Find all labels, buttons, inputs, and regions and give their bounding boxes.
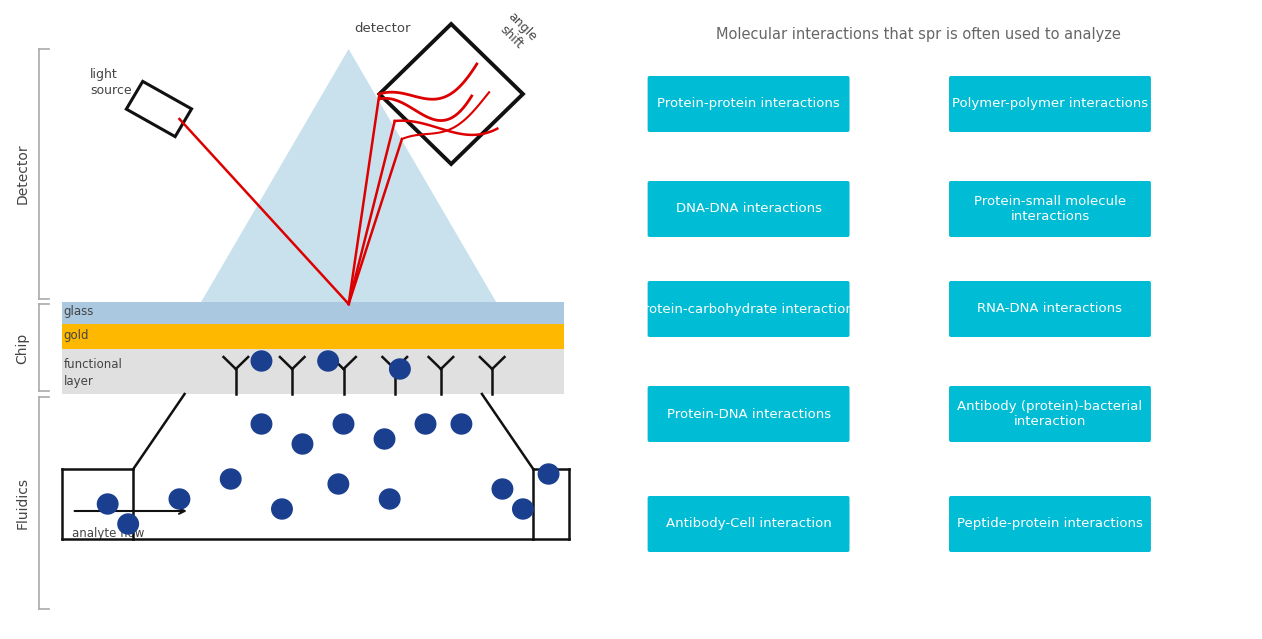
Polygon shape	[126, 81, 192, 137]
Circle shape	[293, 434, 313, 454]
FancyBboxPatch shape	[949, 386, 1151, 442]
Circle shape	[380, 489, 400, 509]
Circle shape	[169, 489, 189, 509]
Text: light: light	[91, 68, 117, 81]
Circle shape	[492, 479, 512, 499]
Text: layer: layer	[63, 374, 93, 387]
FancyBboxPatch shape	[949, 181, 1151, 237]
Circle shape	[539, 464, 559, 484]
Polygon shape	[380, 24, 522, 164]
Circle shape	[318, 351, 338, 371]
Text: glass: glass	[63, 305, 93, 318]
Text: Polymer-polymer interactions: Polymer-polymer interactions	[952, 98, 1148, 111]
FancyBboxPatch shape	[647, 496, 849, 552]
Circle shape	[251, 414, 271, 434]
Text: Detector: Detector	[15, 144, 29, 204]
FancyBboxPatch shape	[647, 386, 849, 442]
Text: RNA-DNA interactions: RNA-DNA interactions	[978, 302, 1122, 316]
Text: DNA-DNA interactions: DNA-DNA interactions	[675, 203, 822, 215]
Circle shape	[328, 474, 348, 494]
Text: Protein-protein interactions: Protein-protein interactions	[658, 98, 840, 111]
Text: Antibody-Cell interaction: Antibody-Cell interaction	[665, 518, 832, 530]
Bar	[62, 302, 564, 324]
FancyBboxPatch shape	[647, 76, 849, 132]
Text: Chip: Chip	[15, 332, 29, 364]
FancyBboxPatch shape	[949, 281, 1151, 337]
Circle shape	[221, 469, 241, 489]
Text: Protein-carbohydrate interactions: Protein-carbohydrate interactions	[636, 302, 861, 316]
Text: Peptide-protein interactions: Peptide-protein interactions	[957, 518, 1143, 530]
Circle shape	[390, 359, 410, 379]
Circle shape	[251, 351, 271, 371]
FancyBboxPatch shape	[949, 76, 1151, 132]
Circle shape	[97, 494, 117, 514]
Text: source: source	[91, 84, 131, 97]
Text: Fluidics: Fluidics	[15, 477, 29, 529]
FancyBboxPatch shape	[647, 281, 849, 337]
FancyBboxPatch shape	[647, 181, 849, 237]
Text: detector: detector	[353, 22, 410, 36]
Circle shape	[415, 414, 435, 434]
Bar	[62, 349, 564, 394]
Text: angle
shift: angle shift	[495, 10, 539, 54]
Text: Antibody (protein)-bacterial
interaction: Antibody (protein)-bacterial interaction	[958, 400, 1142, 428]
Circle shape	[452, 414, 472, 434]
Text: functional: functional	[63, 357, 122, 371]
Text: Protein-small molecule
interactions: Protein-small molecule interactions	[974, 195, 1126, 223]
Circle shape	[117, 514, 139, 534]
Circle shape	[512, 499, 533, 519]
Circle shape	[333, 414, 353, 434]
Text: Protein-DNA interactions: Protein-DNA interactions	[666, 408, 830, 420]
Text: Molecular interactions that spr is often used to analyze: Molecular interactions that spr is often…	[716, 26, 1121, 42]
Bar	[62, 324, 564, 349]
Polygon shape	[199, 49, 497, 304]
Text: analyte flow: analyte flow	[72, 528, 144, 541]
Text: gold: gold	[63, 330, 90, 343]
FancyBboxPatch shape	[949, 496, 1151, 552]
Circle shape	[375, 429, 395, 449]
Circle shape	[271, 499, 293, 519]
